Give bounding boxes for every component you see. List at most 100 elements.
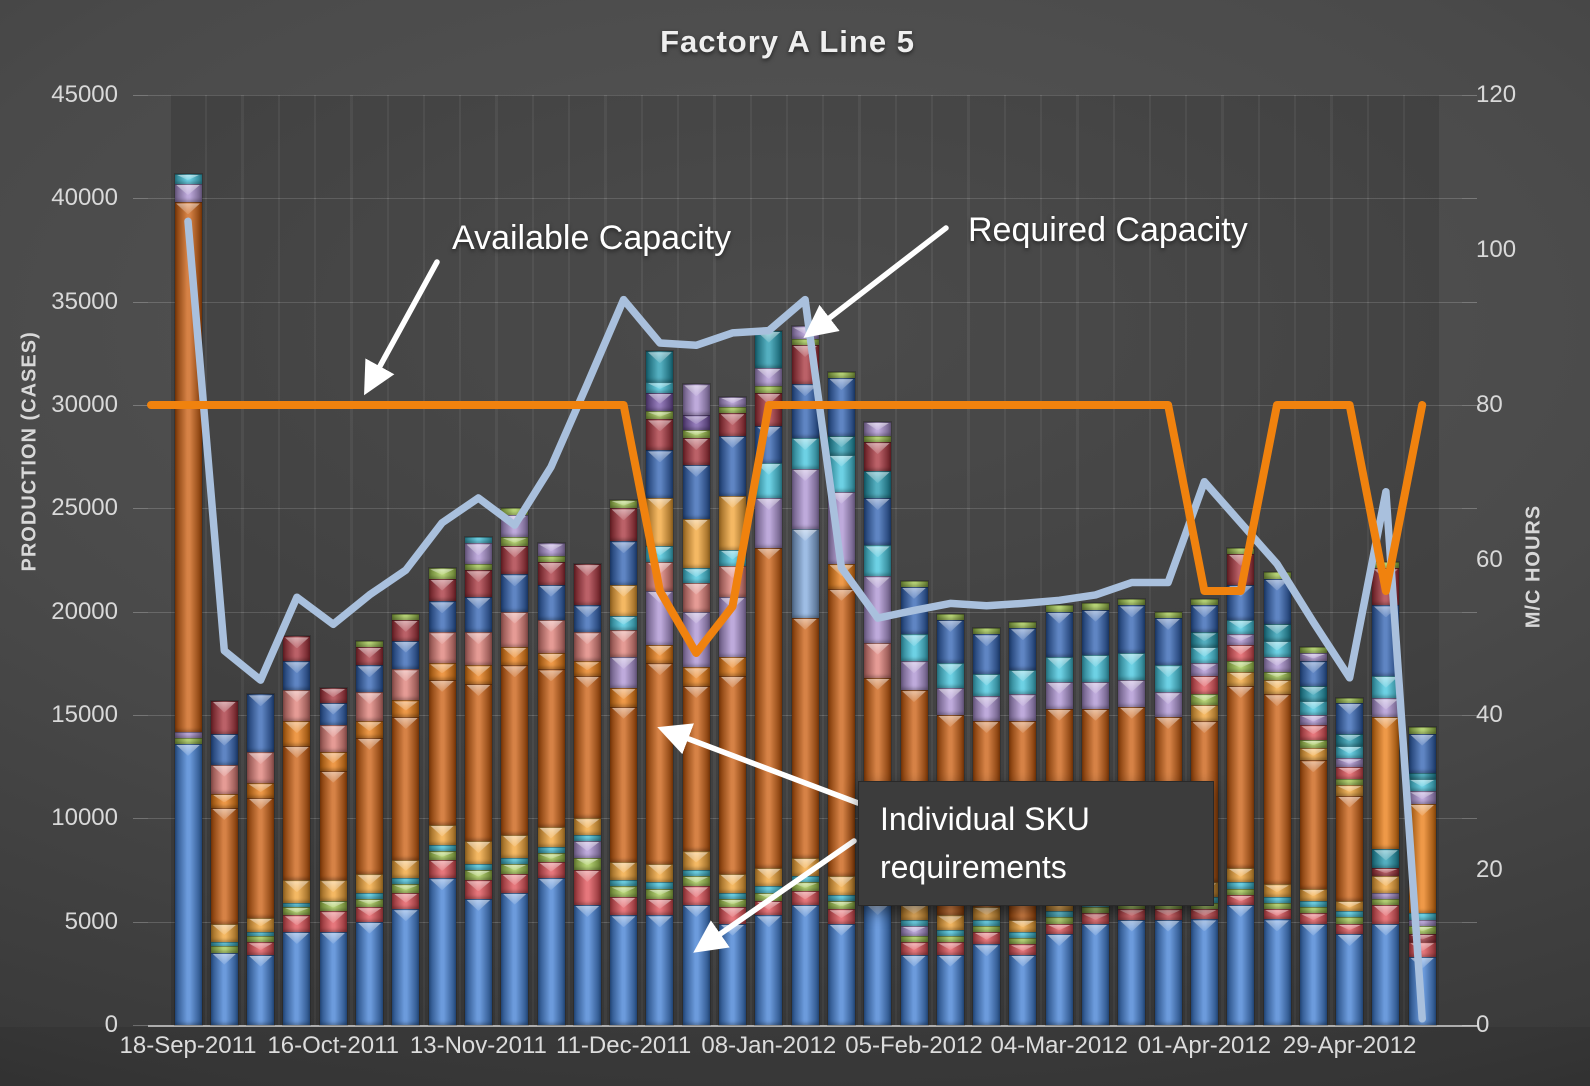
bar-segment-DO — [464, 683, 492, 841]
bar-segment-C — [1154, 665, 1182, 693]
bar-segment-R — [900, 942, 928, 955]
bar-segment-P — [1408, 791, 1436, 804]
bar-segment-R — [501, 874, 529, 893]
bar-segment-DO — [573, 675, 601, 819]
segment-gloss-cap — [756, 893, 781, 899]
segment-gloss-cap — [720, 414, 745, 426]
segment-gloss-cap — [248, 798, 273, 810]
bar-segment-B — [356, 921, 383, 1025]
segment-gloss-cap — [321, 753, 346, 764]
segment-gloss-cap — [357, 666, 382, 678]
bar-segment-DB — [1372, 605, 1400, 676]
bar-segment-R — [936, 942, 964, 955]
bar-segment-DB — [1227, 584, 1255, 620]
segment-gloss-cap — [865, 546, 890, 558]
segment-gloss-cap — [756, 463, 781, 475]
segment-gloss-cap — [393, 718, 418, 730]
segment-gloss-cap — [502, 546, 527, 558]
bar-segment-Y — [392, 859, 420, 879]
x-axis-label: 11-Dec-2011 — [556, 1032, 692, 1059]
bar-segment-B — [1372, 923, 1400, 1025]
bar-segment-DO — [210, 807, 238, 924]
bar-segment-PK — [573, 632, 601, 662]
bar-segment-B — [501, 892, 529, 1025]
segment-gloss-cap — [1011, 920, 1035, 928]
segment-gloss-cap — [1156, 693, 1180, 705]
stacked-bar — [1372, 562, 1400, 1025]
segment-gloss-cap — [829, 924, 854, 936]
segment-gloss-cap — [430, 680, 454, 692]
segment-gloss-cap — [502, 893, 527, 905]
bar-segment-T — [646, 351, 674, 383]
bar-segment-B — [682, 905, 710, 1025]
stacked-bar — [392, 613, 420, 1025]
segment-gloss-cap — [1047, 682, 1072, 694]
bar-segment-R — [1009, 944, 1037, 955]
bar-segment-G — [791, 882, 819, 891]
bar-segment-DB — [464, 597, 492, 633]
segment-gloss-cap — [720, 397, 745, 404]
bar-segment-Y — [610, 584, 638, 616]
segment-gloss-cap — [1374, 699, 1398, 710]
x-axis-label: 16-Oct-2011 — [267, 1032, 399, 1059]
bar-segment-Y — [356, 874, 383, 893]
bar-segment-R — [1118, 909, 1146, 920]
segment-gloss-cap — [539, 827, 563, 839]
y-axis-label-right: 20 — [1476, 856, 1503, 883]
bar-segment-B — [646, 915, 674, 1025]
segment-gloss-cap — [1192, 676, 1217, 687]
segment-gloss-cap — [720, 924, 745, 936]
segment-gloss-cap — [938, 715, 963, 727]
y-axis-tick-right — [1462, 1025, 1477, 1026]
bar-segment-R — [1227, 894, 1255, 906]
segment-gloss-cap — [902, 926, 926, 933]
chart-title: Factory A Line 5 — [660, 24, 915, 59]
segment-gloss-cap — [1119, 653, 1144, 665]
bar-segment-C — [1372, 675, 1400, 699]
segment-gloss-cap — [974, 945, 999, 957]
segment-gloss-cap — [793, 439, 817, 451]
bar-segment-G — [646, 411, 674, 420]
segment-gloss-cap — [611, 707, 636, 719]
segment-gloss-cap — [321, 901, 346, 908]
segment-gloss-cap — [1156, 618, 1180, 630]
sku-annotation-line2: requirements — [880, 849, 1067, 885]
bar-segment-P — [1190, 663, 1218, 676]
bar-segment-O — [319, 752, 347, 771]
segment-gloss-cap — [1192, 910, 1217, 916]
bar-segment-B — [719, 923, 746, 1025]
x-axis-label: 05-Feb-2012 — [845, 1032, 983, 1059]
bar-segment-C — [864, 545, 892, 577]
bar-segment-B — [1263, 919, 1291, 1025]
segment-gloss-cap — [720, 875, 745, 886]
bar-segment-O — [247, 783, 275, 798]
bar-segment-P — [755, 367, 783, 387]
bar-segment-P — [900, 661, 928, 691]
segment-gloss-cap — [539, 670, 563, 682]
segment-gloss-cap — [1047, 612, 1072, 624]
bar-segment-O — [573, 661, 601, 676]
segment-gloss-cap — [865, 443, 890, 455]
bar-segment-PK — [392, 669, 420, 701]
segment-gloss-cap — [466, 684, 491, 696]
bar-segment-G — [682, 429, 710, 439]
segment-gloss-cap — [865, 643, 890, 655]
bar-segment-PK — [682, 582, 710, 612]
bar-segment-Y — [537, 826, 565, 848]
bar-segment-DB — [428, 601, 456, 633]
bar-segment-Y — [1263, 679, 1291, 695]
bar-segment-PK — [610, 630, 638, 658]
bar-segment-R — [1372, 905, 1400, 924]
stacked-bar — [646, 351, 674, 1025]
bar-segment-DR — [464, 570, 492, 598]
y-axis-label-left: 25000 — [51, 494, 118, 522]
segment-gloss-cap — [212, 765, 237, 777]
segment-gloss-cap — [1192, 695, 1217, 701]
bar-segment-DB — [1336, 702, 1364, 734]
segment-gloss-cap — [865, 577, 890, 589]
segment-gloss-cap — [684, 686, 709, 698]
y-axis-label-left: 10000 — [51, 804, 118, 832]
segment-gloss-cap — [684, 465, 709, 477]
y-axis-tick-left — [133, 818, 148, 820]
